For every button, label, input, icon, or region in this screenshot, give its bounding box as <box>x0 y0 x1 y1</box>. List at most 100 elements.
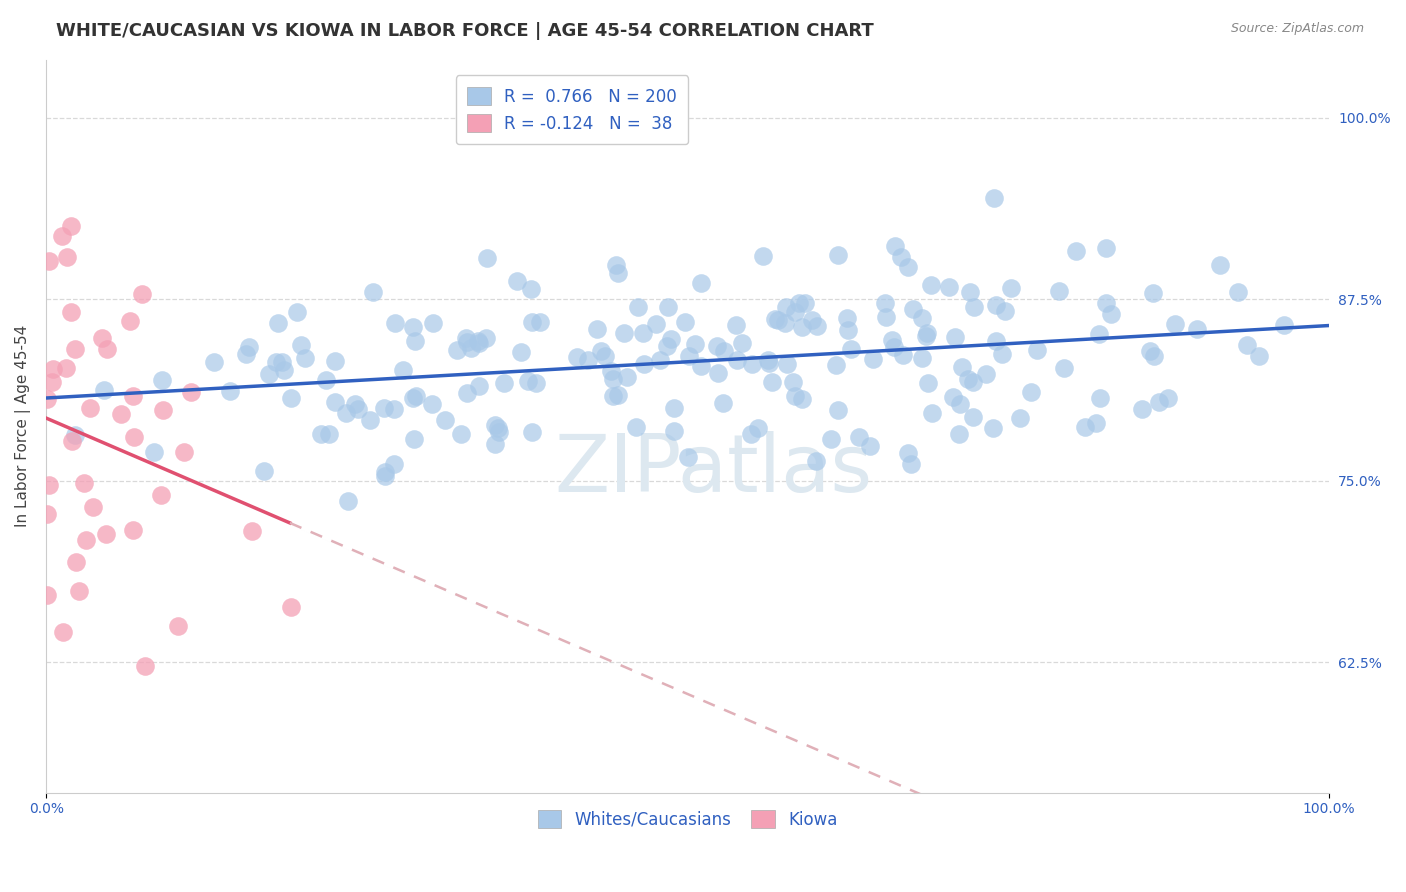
Point <box>280 391 302 405</box>
Point <box>41 375 63 389</box>
Point <box>309 426 332 441</box>
Point <box>520 282 543 296</box>
Point <box>713 343 735 358</box>
Point <box>149 488 172 502</box>
Point <box>1047 284 1070 298</box>
Point <box>911 311 934 326</box>
Point <box>204 354 226 368</box>
Point <box>484 418 506 433</box>
Point <box>110 408 132 422</box>
Point <box>763 312 786 326</box>
Point <box>456 386 478 401</box>
Point <box>725 353 748 368</box>
Point <box>917 376 939 390</box>
Point <box>235 347 257 361</box>
Point <box>943 330 966 344</box>
Point <box>962 376 984 390</box>
Point <box>775 300 797 314</box>
Point <box>90 331 112 345</box>
Point <box>94 526 117 541</box>
Point <box>121 389 143 403</box>
Point <box>52 624 75 639</box>
Point <box>335 406 357 420</box>
Point <box>347 401 370 416</box>
Point <box>862 351 884 366</box>
Point <box>446 343 468 357</box>
Point <box>607 388 630 402</box>
Point <box>1247 349 1270 363</box>
Point <box>1208 259 1230 273</box>
Point <box>994 304 1017 318</box>
Point <box>793 296 815 310</box>
Point <box>565 350 588 364</box>
Point <box>450 426 472 441</box>
Point <box>382 457 405 471</box>
Point <box>402 320 425 334</box>
Point <box>648 353 671 368</box>
Point <box>586 321 609 335</box>
Point <box>488 425 510 440</box>
Point <box>897 260 920 274</box>
Point <box>683 336 706 351</box>
Point <box>218 384 240 399</box>
Point <box>1090 391 1112 405</box>
Point <box>962 410 984 425</box>
Point <box>948 427 970 442</box>
Point <box>897 446 920 460</box>
Point <box>325 394 347 409</box>
Point <box>676 450 699 465</box>
Point <box>152 403 174 417</box>
Point <box>624 419 647 434</box>
Point <box>911 351 934 365</box>
Point <box>131 287 153 301</box>
Point <box>981 421 1004 435</box>
Point <box>1139 343 1161 358</box>
Point <box>883 239 905 253</box>
Point <box>1163 317 1185 331</box>
Point <box>1156 391 1178 405</box>
Point <box>134 658 156 673</box>
Point <box>747 421 769 435</box>
Point <box>420 397 443 411</box>
Point <box>520 425 543 439</box>
Point <box>65 342 87 356</box>
Point <box>79 401 101 416</box>
Point <box>1149 395 1171 409</box>
Point <box>605 258 627 272</box>
Point <box>664 425 686 439</box>
Point <box>37 392 59 406</box>
Point <box>253 464 276 478</box>
Point <box>800 312 823 326</box>
Point <box>1227 285 1250 299</box>
Point <box>382 402 405 417</box>
Point <box>402 391 425 405</box>
Point <box>690 359 713 374</box>
Point <box>405 389 427 403</box>
Point <box>673 315 696 329</box>
Text: Source: ZipAtlas.com: Source: ZipAtlas.com <box>1230 22 1364 36</box>
Point <box>287 305 309 319</box>
Point <box>901 301 924 316</box>
Point <box>576 352 599 367</box>
Point <box>404 334 426 348</box>
Point <box>657 301 679 315</box>
Point <box>1000 281 1022 295</box>
Point <box>467 335 489 350</box>
Point <box>93 384 115 398</box>
Point <box>974 367 997 381</box>
Point <box>1095 296 1118 310</box>
Point <box>616 370 638 384</box>
Point <box>890 250 912 264</box>
Point <box>589 344 612 359</box>
Point <box>825 358 848 372</box>
Point <box>959 285 981 299</box>
Point <box>942 391 965 405</box>
Point <box>790 392 813 406</box>
Point <box>787 295 810 310</box>
Point <box>1094 240 1116 254</box>
Point <box>1066 244 1088 258</box>
Point <box>984 298 1007 312</box>
Point <box>952 359 974 374</box>
Point <box>633 357 655 371</box>
Point <box>1084 417 1107 431</box>
